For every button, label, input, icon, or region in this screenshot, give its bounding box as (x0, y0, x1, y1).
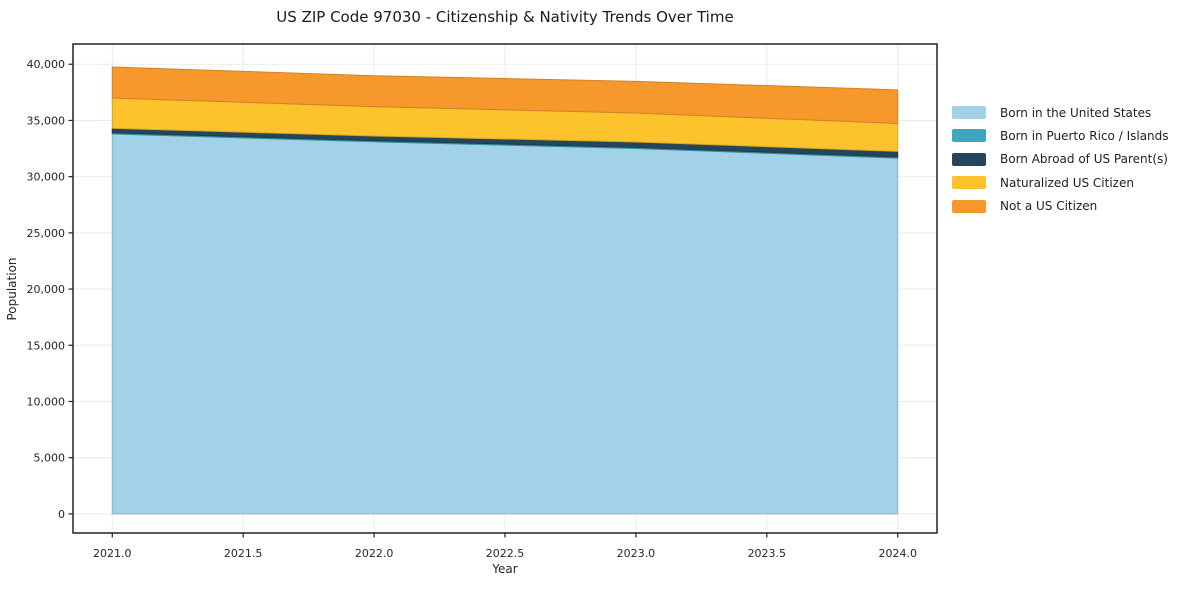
x-axis-label: Year (492, 562, 518, 576)
y-tick-label: 30,000 (27, 171, 66, 184)
legend-swatch (952, 176, 986, 190)
x-tick-label: 2022.5 (486, 547, 525, 560)
legend-item: Born Abroad of US Parent(s) (952, 152, 1169, 167)
chart-title: US ZIP Code 97030 - Citizenship & Nativi… (276, 8, 734, 26)
legend-swatch (952, 152, 986, 166)
legend-item: Not a US Citizen (952, 199, 1169, 214)
legend-label: Not a US Citizen (1000, 199, 1098, 214)
y-tick-label: 40,000 (27, 58, 66, 71)
legend-swatch (952, 199, 986, 213)
y-tick-label: 15,000 (27, 339, 66, 352)
legend-item: Naturalized US Citizen (952, 175, 1169, 190)
area-series-4 (111, 66, 899, 124)
area-series-0 (111, 133, 899, 515)
y-tick-label: 20,000 (27, 283, 66, 296)
y-tick-label: 10,000 (27, 395, 66, 408)
x-tick-label: 2021.5 (224, 547, 263, 560)
y-axis-label: Population (5, 257, 19, 321)
x-tick-label: 2023.5 (748, 547, 787, 560)
y-tick-label: 5,000 (34, 452, 66, 465)
legend-swatch (952, 106, 986, 119)
y-tick-label: 25,000 (27, 227, 66, 240)
legend-swatch (952, 129, 986, 143)
x-tick-label: 2024.0 (878, 547, 917, 560)
legend-label: Born in Puerto Rico / Islands (1000, 128, 1169, 143)
x-tick-label: 2022.0 (355, 547, 394, 560)
legend-label: Naturalized US Citizen (1000, 175, 1134, 190)
x-tick-label: 2023.0 (617, 547, 656, 560)
y-tick-label: 0 (58, 508, 65, 521)
x-tick-label: 2021.0 (93, 547, 132, 560)
y-tick-label: 35,000 (27, 114, 66, 127)
legend-item: Born in the United States (952, 105, 1169, 120)
legend-label: Born in the United States (1000, 105, 1152, 120)
legend: Born in the United States Born in Puerto … (952, 106, 1169, 223)
legend-label: Born Abroad of US Parent(s) (1000, 152, 1168, 167)
legend-item: Born in Puerto Rico / Islands (952, 128, 1169, 143)
